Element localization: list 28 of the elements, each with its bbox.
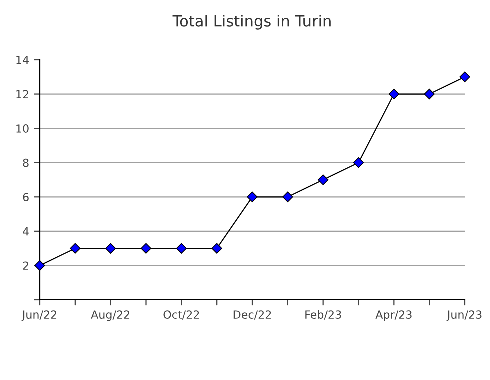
- x-tick-label: Feb/23: [306, 310, 342, 320]
- y-tick-label: 14: [16, 56, 29, 64]
- point: [212, 243, 222, 254]
- y-tick-label: 6: [23, 193, 29, 202]
- x-tick-label: Oct/22: [164, 310, 200, 320]
- point: [70, 243, 81, 254]
- point: [247, 192, 258, 202]
- point: [388, 88, 400, 100]
- point: [34, 260, 46, 272]
- y-tick-label: 2: [23, 262, 28, 270]
- x-tick-label: Jun/23: [446, 310, 482, 322]
- point: [106, 243, 116, 254]
- x-tick-label: Dec/22: [234, 310, 272, 320]
- point: [140, 243, 152, 254]
- point: [460, 72, 470, 82]
- point: [424, 88, 435, 100]
- point: [353, 158, 364, 168]
- point: [282, 192, 294, 202]
- chart-title: Total Listings in Turin: [172, 15, 331, 30]
- x-tick-label: Apr/23: [376, 310, 412, 322]
- y-tick-label: 4: [23, 228, 29, 236]
- point: [176, 243, 187, 254]
- y-tick-label: 10: [16, 124, 29, 133]
- point: [318, 174, 329, 186]
- y-tick-label: 8: [23, 158, 29, 168]
- y-tick-label: 12: [16, 90, 28, 99]
- x-tick-label: Aug/22: [91, 310, 130, 322]
- x-tick-label: Jun/22: [22, 310, 57, 322]
